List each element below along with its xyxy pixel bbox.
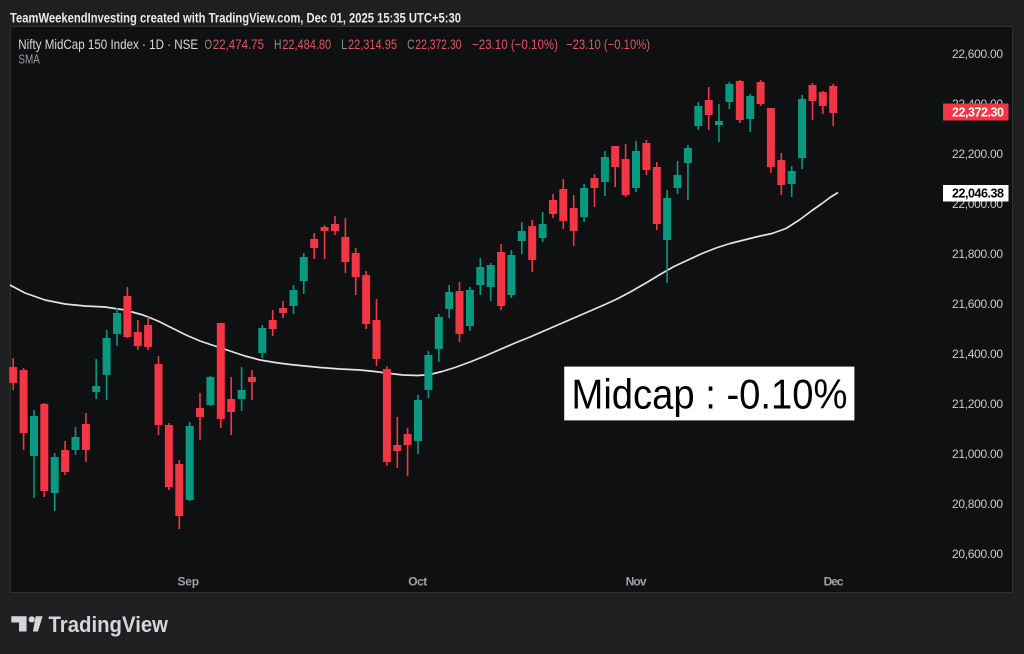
svg-text:22,372.30: 22,372.30: [415, 36, 461, 52]
svg-text:22,474.75: 22,474.75: [213, 36, 264, 52]
svg-text:−23.10 (−0.10%): −23.10 (−0.10%): [566, 36, 650, 52]
svg-text:Dec: Dec: [824, 575, 844, 589]
svg-text:21,000.00: 21,000.00: [952, 447, 1003, 461]
svg-text:TeamWeekendInvesting created w: TeamWeekendInvesting created with Tradin…: [10, 10, 461, 26]
svg-text:Midcap : -0.10%: Midcap : -0.10%: [572, 371, 848, 418]
svg-text:22,600.00: 22,600.00: [952, 47, 1003, 61]
svg-text:SMA: SMA: [18, 52, 40, 67]
svg-text:21,600.00: 21,600.00: [952, 297, 1003, 311]
svg-text:Oct: Oct: [408, 575, 427, 589]
svg-text:21,200.00: 21,200.00: [952, 397, 1003, 411]
svg-text:TradingView: TradingView: [49, 612, 169, 637]
svg-text:20,800.00: 20,800.00: [952, 497, 1003, 511]
svg-text:22,200.00: 22,200.00: [952, 147, 1003, 161]
svg-text:20,600.00: 20,600.00: [952, 547, 1003, 561]
svg-text:O: O: [205, 36, 213, 52]
svg-text:21,800.00: 21,800.00: [952, 247, 1003, 261]
svg-text:22,314.95: 22,314.95: [348, 36, 397, 52]
svg-text:Sep: Sep: [178, 575, 200, 589]
svg-text:22,046.38: 22,046.38: [952, 186, 1004, 200]
svg-text:22,484.80: 22,484.80: [282, 36, 331, 52]
svg-text:21,400.00: 21,400.00: [952, 347, 1003, 361]
svg-text:H: H: [274, 36, 282, 52]
svg-text:L: L: [341, 36, 347, 52]
svg-text:−23.10 (−0.10%): −23.10 (−0.10%): [472, 36, 558, 52]
svg-text:Nifty MidCap 150 Index · 1D ·: Nifty MidCap 150 Index · 1D · NSE: [18, 36, 198, 52]
svg-text:22,372.30: 22,372.30: [952, 105, 1004, 119]
svg-text:Nov: Nov: [626, 575, 647, 589]
svg-text:C: C: [407, 36, 415, 52]
